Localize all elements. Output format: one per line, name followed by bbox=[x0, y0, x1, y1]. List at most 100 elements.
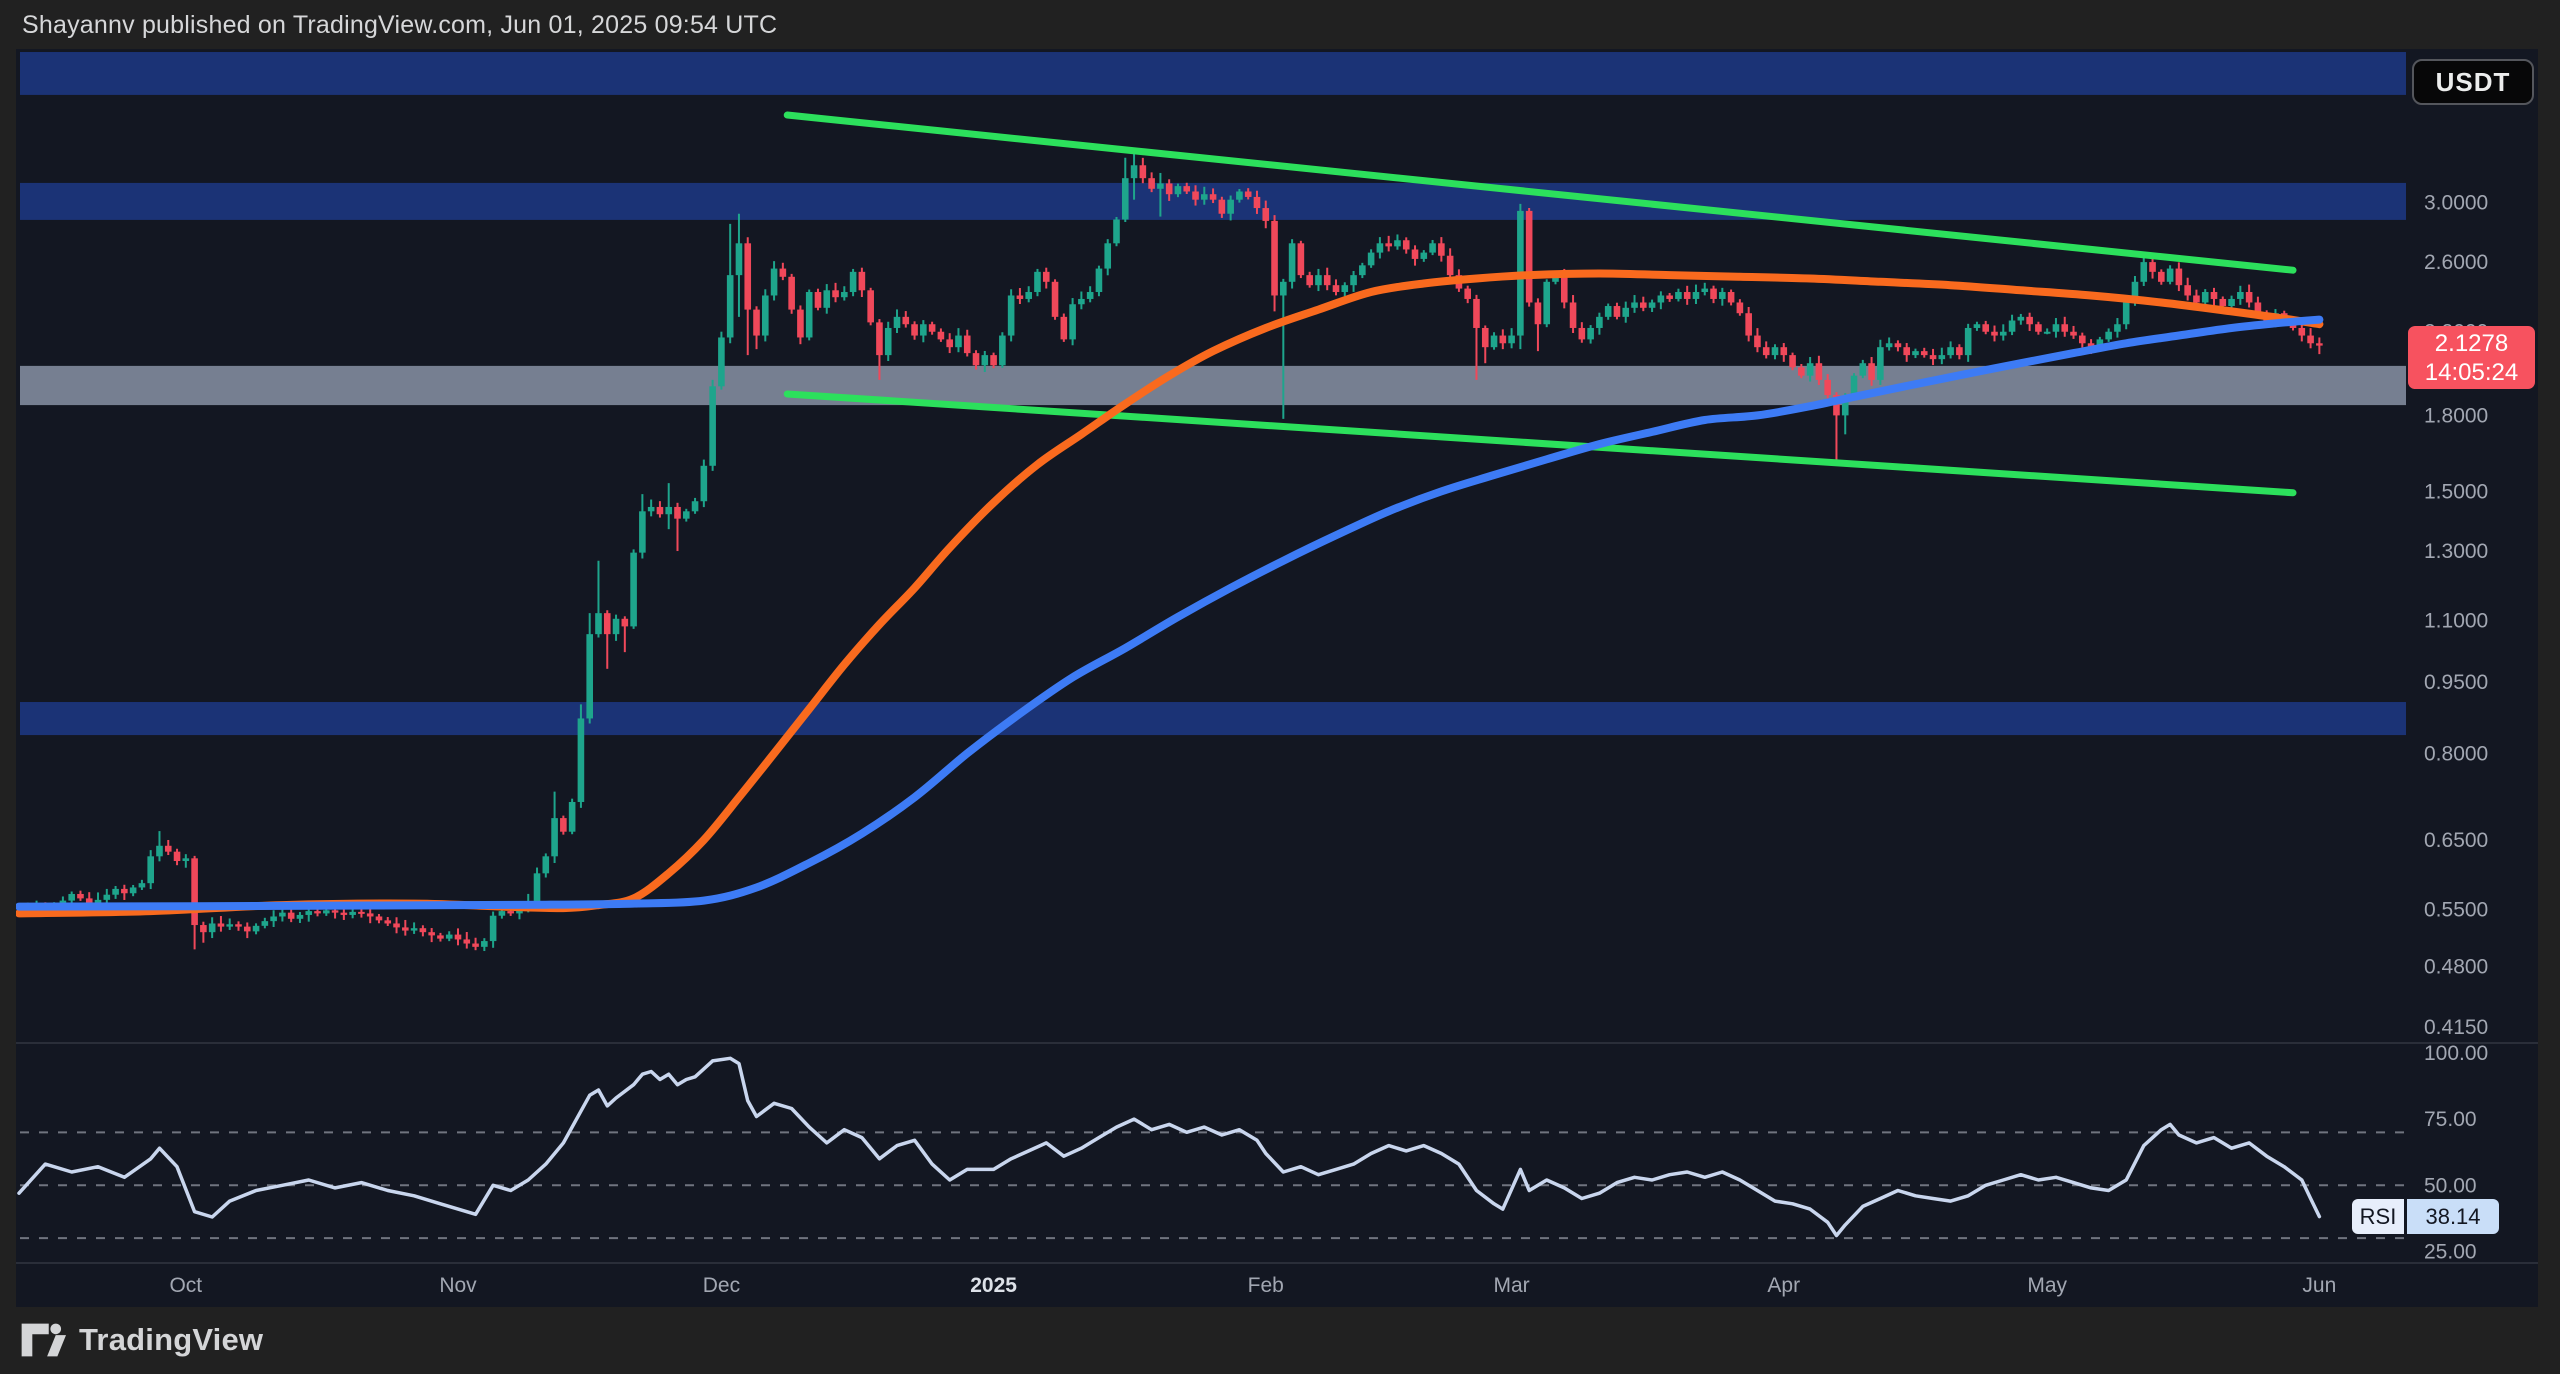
candle-body bbox=[1078, 298, 1085, 305]
candle-body bbox=[1104, 243, 1112, 269]
candle-body bbox=[1394, 240, 1401, 247]
candle-body bbox=[498, 911, 506, 916]
candle-body bbox=[472, 943, 479, 947]
candle-body bbox=[1121, 178, 1129, 220]
candle-body bbox=[1034, 271, 1041, 293]
candle-body bbox=[867, 290, 874, 323]
time-scale-tick: Dec bbox=[703, 1274, 740, 1297]
candle-body bbox=[1306, 275, 1313, 286]
candle-body bbox=[1560, 275, 1568, 303]
candle-body bbox=[428, 932, 435, 936]
candle-body bbox=[990, 355, 997, 366]
candle-body bbox=[981, 355, 989, 366]
candle-body bbox=[2043, 331, 2051, 334]
candle-body bbox=[2166, 268, 2174, 282]
candle-body bbox=[1789, 355, 1796, 368]
channel-trendline bbox=[783, 111, 2297, 274]
quote-currency-badge[interactable]: USDT bbox=[2412, 59, 2534, 105]
candle-body bbox=[2158, 271, 2165, 282]
candle-body bbox=[2175, 268, 2183, 286]
candle-body bbox=[612, 618, 620, 635]
candle-body bbox=[200, 925, 207, 933]
candle-body bbox=[1780, 347, 1788, 356]
candle-body bbox=[603, 613, 611, 635]
candle-body bbox=[753, 309, 760, 336]
candle-body bbox=[2131, 281, 2139, 303]
candle-body bbox=[832, 290, 839, 298]
candle-body bbox=[1350, 275, 1357, 286]
candle-body bbox=[147, 856, 154, 884]
candle-body bbox=[1315, 275, 1322, 286]
zone-gray-band bbox=[20, 365, 2406, 406]
candle-body bbox=[726, 275, 734, 338]
candle-body bbox=[85, 898, 93, 904]
tradingview-logo-icon bbox=[21, 1323, 66, 1357]
candle-body bbox=[103, 894, 111, 900]
candle-body bbox=[1271, 220, 1278, 296]
candle-body bbox=[2008, 320, 2016, 332]
candle-body bbox=[884, 327, 892, 356]
candle-body bbox=[788, 276, 795, 310]
candle-body bbox=[393, 923, 400, 928]
candle-body bbox=[1201, 194, 1208, 200]
candle-body bbox=[1841, 397, 1849, 416]
candle-body bbox=[770, 268, 778, 296]
tradingview-brand-text: TradingView bbox=[79, 1322, 264, 1357]
candle-body bbox=[1657, 295, 1665, 303]
candle-body bbox=[94, 899, 102, 904]
candle-body bbox=[1578, 327, 1586, 340]
tradingview-logo[interactable]: TradingView bbox=[20, 1318, 263, 1362]
candle-body bbox=[279, 912, 286, 917]
candle-body bbox=[963, 335, 971, 354]
candle-body bbox=[1999, 331, 2007, 336]
candle-body bbox=[2201, 292, 2209, 303]
candle-body bbox=[121, 888, 128, 894]
candle-body bbox=[1929, 355, 1937, 360]
candle-body bbox=[805, 292, 813, 338]
candle-body bbox=[1016, 295, 1024, 299]
candle-body bbox=[2210, 292, 2218, 299]
price-scale-tick: 1.8000 bbox=[2424, 404, 2488, 427]
candle-body bbox=[2219, 298, 2227, 307]
price-scale-tick: 0.6500 bbox=[2424, 829, 2488, 852]
quote-currency-label: USDT bbox=[2435, 66, 2511, 97]
candle-body bbox=[1525, 210, 1533, 303]
candle-body bbox=[1596, 316, 1603, 328]
candle-body bbox=[454, 934, 462, 940]
candle-body bbox=[1587, 327, 1594, 340]
rsi-plot-line bbox=[17, 1056, 2322, 1238]
candle-body bbox=[955, 335, 962, 348]
candle-body bbox=[1341, 285, 1349, 293]
candle-body bbox=[1956, 347, 1963, 356]
candle-body bbox=[1359, 265, 1366, 276]
zone-blue-band bbox=[20, 702, 2406, 736]
candle-body bbox=[129, 887, 137, 894]
candle-body bbox=[1710, 288, 1717, 299]
candle-body bbox=[1543, 281, 1551, 325]
candle-body bbox=[911, 324, 918, 336]
candle-body bbox=[1095, 268, 1103, 293]
ma-slow-line bbox=[16, 315, 2324, 911]
candle-body bbox=[735, 243, 743, 276]
candle-body bbox=[920, 324, 927, 336]
candle-body bbox=[1815, 363, 1823, 380]
candle-body bbox=[639, 511, 646, 553]
bar-countdown: 14:05:24 bbox=[2424, 358, 2519, 386]
candle-body bbox=[1113, 219, 1120, 244]
candle-body bbox=[1903, 347, 1910, 356]
candle-body bbox=[252, 925, 260, 932]
header-bar: Shayannv published on TradingView.com, J… bbox=[0, 0, 2560, 48]
candle-body bbox=[1762, 347, 1770, 356]
candle-body bbox=[999, 335, 1006, 366]
time-scale-tick: Feb bbox=[1248, 1274, 1284, 1297]
candle-body bbox=[2298, 327, 2306, 336]
candle-body bbox=[2245, 292, 2253, 303]
candle-body bbox=[665, 506, 673, 515]
candle-body bbox=[1025, 292, 1032, 299]
candle-body bbox=[709, 386, 716, 466]
candle-body bbox=[1209, 194, 1217, 200]
candle-body bbox=[1473, 298, 1480, 328]
candle-body bbox=[208, 923, 216, 933]
candle-body bbox=[1060, 316, 1068, 340]
